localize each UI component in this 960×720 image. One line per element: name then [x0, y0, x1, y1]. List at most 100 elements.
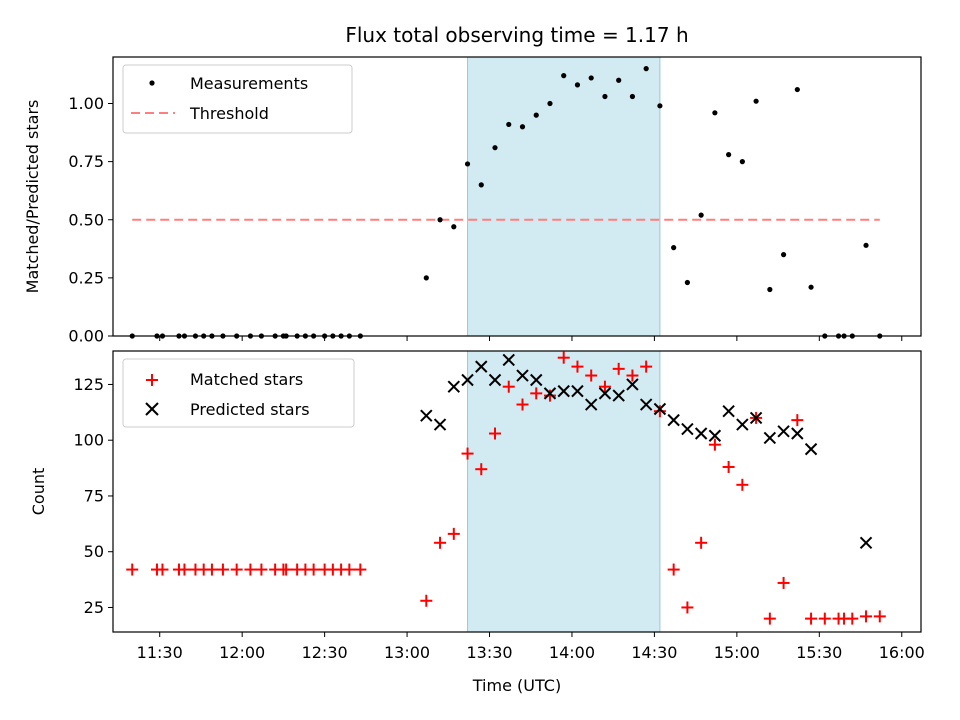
predicted-star-point [708, 429, 722, 442]
matched-star-point [230, 563, 243, 576]
predicted-star-point [667, 413, 680, 427]
bottom-plot-frame [112, 350, 922, 633]
matched-star-point [557, 351, 570, 364]
predicted-star-point [791, 427, 804, 440]
bottom-legend-box [122, 358, 355, 428]
legend-threshold-label: Threshold [189, 104, 269, 123]
predicted-star-point [639, 398, 653, 411]
predicted-star-point [571, 384, 584, 398]
predicted-star-point [777, 425, 790, 438]
y-tick-label: 100 [73, 431, 104, 450]
x-tick-label: 15:00 [714, 643, 760, 662]
measurement-point [602, 93, 608, 100]
legend-measurements-marker [149, 80, 155, 86]
legend-predicted-label: Predicted stars [190, 400, 310, 419]
matched-star-point [307, 563, 320, 576]
x-tick-label: 14:30 [631, 643, 677, 662]
measurement-point [657, 103, 663, 109]
bottom-legend: Matched stars Predicted stars [122, 358, 355, 428]
matched-star-point [791, 414, 804, 427]
measurement-point [547, 100, 553, 107]
measurement-point [698, 212, 704, 218]
bottom-x-ticks: 11:30 12:00 12:30 13:00 13:30 14:00 14:30 15:00… [137, 632, 925, 662]
matched-star-point [681, 601, 694, 614]
measurement-point [437, 217, 443, 223]
matched-star-point [640, 360, 653, 373]
y-tick-label: 125 [73, 375, 104, 394]
predicted-star-point [502, 353, 515, 367]
top-x-ticks [159, 336, 903, 341]
y-tick-label: 0.25 [68, 268, 104, 287]
matched-star-point [626, 369, 639, 382]
matched-star-point [354, 563, 367, 576]
matched-star-point [434, 536, 447, 549]
predicted-star-point [722, 405, 735, 418]
bottom-shaded-region [467, 350, 661, 633]
predicted-star-point [598, 387, 612, 400]
measurement-point [726, 152, 732, 158]
matched-star-point [653, 405, 666, 418]
predicted-star-point [433, 418, 447, 431]
x-tick-label: 13:30 [466, 643, 512, 662]
matched-star-point [126, 563, 139, 576]
predicted-star-point [584, 398, 598, 411]
measurement-point [519, 124, 526, 130]
predicted-star-point [530, 373, 543, 387]
measurement-point [533, 112, 539, 118]
x-tick-label: 12:30 [302, 643, 348, 662]
matched-star-point [585, 369, 598, 382]
predicted-star-point [763, 431, 777, 445]
matched-star-point [343, 563, 356, 576]
measurement-point [712, 110, 718, 116]
measurement-point [451, 224, 457, 230]
measurement-point [780, 252, 787, 258]
matched-star-point [280, 563, 293, 576]
top-markers [129, 66, 883, 339]
x-tick-label: 11:30 [137, 643, 183, 662]
y-tick-label: 0.75 [68, 152, 104, 171]
measurement-point [464, 161, 471, 167]
matched-star-point [516, 398, 529, 411]
measurement-point [863, 242, 869, 248]
predicted-star-point [543, 387, 557, 400]
matched-star-point [667, 563, 680, 576]
top-legend-box [122, 64, 353, 134]
x-tick-label: 16:00 [879, 643, 925, 662]
predicted-star-point [447, 380, 460, 393]
predicted-star-point [420, 409, 433, 422]
y-tick-label: 25 [84, 598, 104, 617]
top-y-ticks: 0.00 0.25 0.50 0.75 1.00 [68, 94, 113, 346]
legend-measurements-label: Measurements [190, 74, 308, 93]
predicted-star-point [461, 373, 474, 387]
matched-star-point [216, 563, 229, 576]
matched-star-point [502, 380, 515, 393]
legend-predicted-marker [145, 402, 159, 416]
matched-star-point [722, 460, 735, 473]
matched-star-point [695, 536, 708, 549]
measurement-point [561, 73, 567, 79]
matched-star-point [777, 576, 790, 589]
measurement-point [767, 286, 773, 293]
top-y-axis-label: Matched/Predicted stars [23, 100, 42, 294]
matched-star-point [530, 387, 543, 400]
measurement-point [794, 86, 800, 93]
measurement-point [588, 75, 594, 81]
measurement-point [478, 182, 484, 188]
predicted-star-point [516, 369, 529, 382]
bottom-y-ticks: 25 50 75 100 125 [73, 375, 113, 617]
predicted-star-point [859, 536, 873, 550]
measurement-point [671, 245, 677, 251]
matched-star-point [156, 563, 169, 576]
matched-star-point [244, 563, 257, 576]
matched-star-point [846, 612, 859, 625]
bottom-panel: 25 50 75 100 125 11:30 12:00 12:30 13:00 13:30 14… [29, 350, 925, 695]
predicted-star-point [749, 411, 763, 425]
matched-star-point [489, 427, 502, 440]
predicted-star-point [557, 384, 570, 398]
matched-star-point [543, 389, 556, 402]
matched-star-point [612, 362, 625, 375]
predicted-star-point [612, 389, 625, 402]
predicted-star-point [488, 373, 502, 387]
measurement-point [423, 275, 429, 281]
